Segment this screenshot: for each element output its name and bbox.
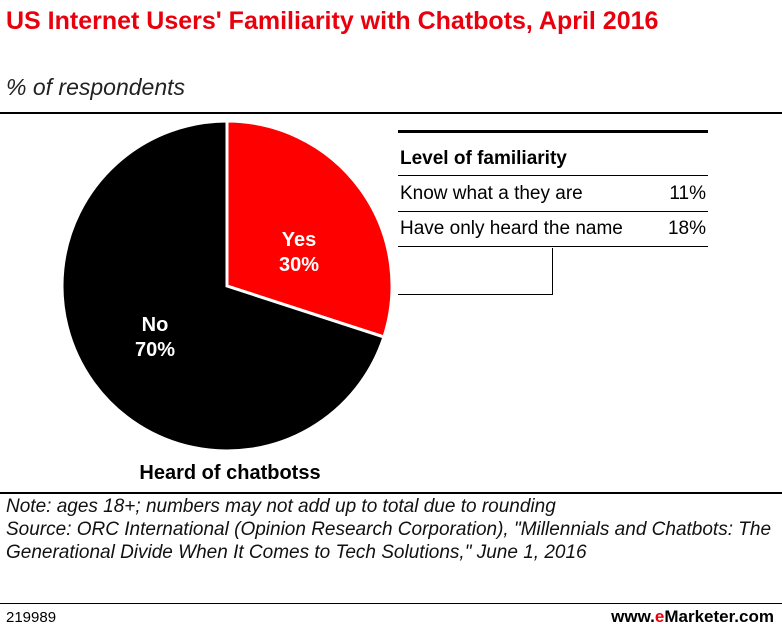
table-row-label: Know what a they are — [400, 182, 583, 204]
pie-chart — [60, 119, 394, 453]
brand-logo: www.eMarketer.com — [611, 607, 774, 627]
pie-label-yes-name: Yes — [281, 229, 317, 251]
top-divider — [0, 112, 782, 114]
pie-slice-no — [60, 119, 386, 453]
table-row-value: 11% — [669, 182, 706, 204]
brand-e: e — [654, 607, 665, 626]
bracket-vertical-line — [552, 248, 553, 294]
footer-divider — [0, 603, 782, 604]
table-row: Have only heard the name 18% — [398, 211, 708, 247]
chart-subtitle: % of respondents — [6, 74, 186, 100]
notes-block: Note: ages 18+; numbers may not add up t… — [6, 495, 776, 564]
pie-label-yes-value: 30% — [278, 254, 320, 276]
brand-rest: Marketer.com — [664, 607, 774, 626]
table-row: Know what a they are 11% — [398, 175, 708, 211]
familiarity-table: Level of familiarity Know what a they ar… — [398, 130, 708, 247]
pie-label-no-name: No — [141, 314, 169, 336]
bracket-horizontal-line — [398, 294, 553, 295]
pie-label-yes: Yes 30% — [239, 228, 359, 278]
pie-label-no-value: 70% — [134, 339, 176, 361]
pie-caption: Heard of chatbotss — [139, 462, 321, 484]
brand-prefix: www. — [611, 607, 655, 626]
table-row-label: Have only heard the name — [400, 218, 623, 239]
table-heading: Level of familiarity — [400, 148, 567, 169]
chart-id: 219989 — [6, 609, 57, 626]
notes-divider — [0, 492, 782, 494]
table-top-rule — [398, 130, 708, 133]
pie-label-no: No 70% — [95, 313, 215, 363]
chart-title: US Internet Users' Familiarity with Chat… — [6, 7, 659, 35]
table-row-value: 18% — [667, 218, 706, 239]
source-text: Source: ORC International (Opinion Resea… — [6, 519, 772, 563]
note-text: Note: ages 18+; numbers may not add up t… — [6, 496, 556, 517]
pie-slice-yes — [225, 119, 394, 339]
